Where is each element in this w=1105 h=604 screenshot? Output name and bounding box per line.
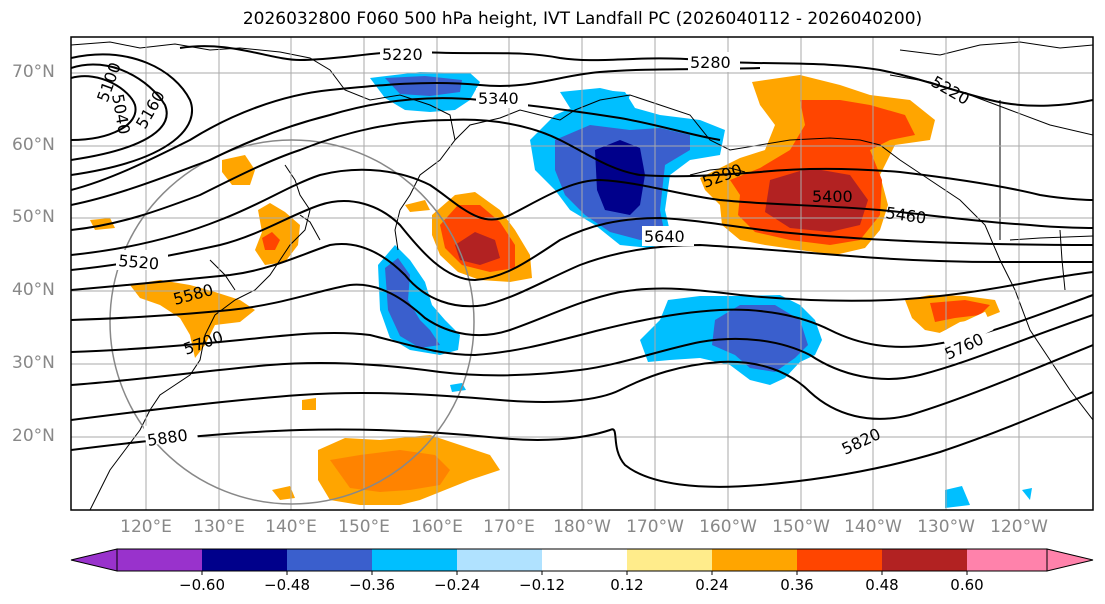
contour-label: 5220 — [382, 45, 423, 64]
lon-label: 160°E — [411, 517, 463, 537]
colorbar-tick-label: −0.36 — [349, 576, 395, 594]
colorbar-segment — [627, 549, 712, 571]
contour-label: 5640 — [644, 227, 685, 246]
colorbar-segment — [797, 549, 882, 571]
colorbar-tick-label: −0.12 — [519, 576, 565, 594]
lat-label-70n: 70°N — [12, 62, 55, 82]
lon-label: 150°W — [772, 517, 830, 537]
map-frame — [70, 36, 1094, 511]
colorbar-segment — [882, 549, 967, 571]
graticule — [71, 37, 1093, 510]
contour-label: 5280 — [690, 53, 731, 72]
lon-label: 130°E — [193, 517, 245, 537]
colorbar-min-extension — [70, 548, 118, 572]
colorbar-segment — [117, 549, 202, 571]
contour-label: 5400 — [812, 187, 853, 206]
lon-label: 170°E — [483, 517, 535, 537]
lon-label: 120°E — [120, 517, 172, 537]
height-contours — [71, 45, 1093, 488]
colorbar-segment — [287, 549, 372, 571]
lat-label-20n: 20°N — [12, 426, 55, 446]
lat-label-40n: 40°N — [12, 280, 55, 300]
lon-label: 180°W — [553, 517, 611, 537]
lon-label: 120°W — [990, 517, 1048, 537]
colorbar-tick-label: −0.60 — [179, 576, 225, 594]
lat-label-60n: 60°N — [12, 135, 55, 155]
lon-label: 140°E — [265, 517, 317, 537]
colorbar-max-extension — [1046, 548, 1094, 572]
focus-circle — [109, 139, 475, 505]
lon-label: 170°W — [626, 517, 684, 537]
colorbar-tick-label: 0.48 — [865, 576, 899, 594]
lat-label-30n: 30°N — [12, 353, 55, 373]
colorbar-tick-label: 0.36 — [780, 576, 814, 594]
lon-label: 160°W — [699, 517, 757, 537]
colorbar-tick-label: 0.12 — [610, 576, 644, 594]
contour-label: 5520 — [118, 251, 160, 273]
lon-label: 150°E — [338, 517, 390, 537]
colorbar-tick-label: 0.24 — [695, 576, 729, 594]
colorbar-segment — [712, 549, 797, 571]
colorbar-segment — [202, 549, 287, 571]
colorbar-tick-label: −0.24 — [434, 576, 480, 594]
colorbar-segment — [967, 549, 1047, 571]
colorbar — [70, 548, 1094, 575]
contour-label: 5340 — [478, 89, 519, 108]
map-title: 2026032800 F060 500 hPa height, IVT Land… — [242, 9, 923, 29]
lon-label: 130°W — [917, 517, 975, 537]
colorbar-tick-label: −0.48 — [264, 576, 310, 594]
colorbar-segment — [457, 549, 542, 571]
colorbar-segment — [542, 549, 627, 571]
colorbar-segment — [372, 549, 457, 571]
colorbar-tick-label: 0.60 — [950, 576, 984, 594]
lat-label-50n: 50°N — [12, 207, 55, 227]
lon-label: 140°W — [844, 517, 902, 537]
